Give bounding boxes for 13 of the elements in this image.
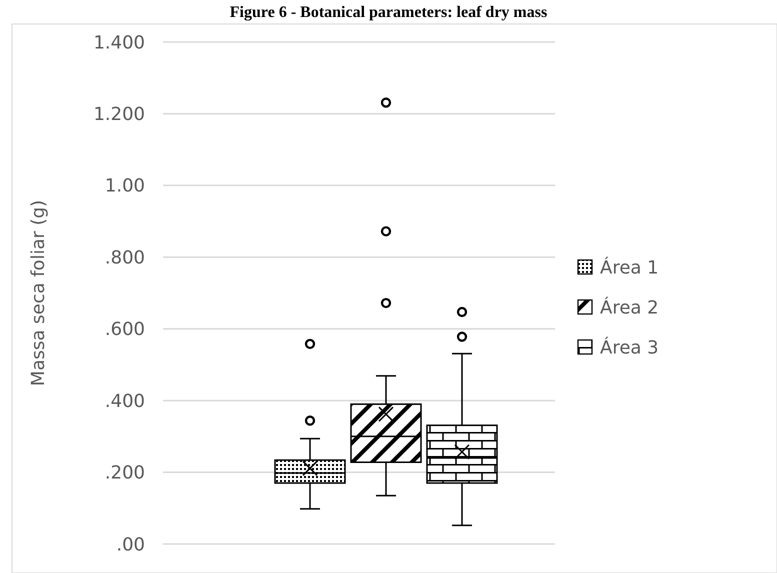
y-tick-label: .800 [104, 247, 145, 268]
y-tick-label: .600 [104, 319, 145, 340]
legend-label: Área 3 [600, 336, 659, 358]
legend-label: Área 1 [600, 256, 659, 278]
legend-label: Área 2 [600, 296, 659, 318]
chart-title: Figure 6 - Botanical parameters: leaf dry mass [230, 4, 548, 21]
y-tick-label: .200 [104, 462, 145, 484]
y-tick-label: 1.00 [104, 176, 145, 197]
y-axis-title: Massa seca foliar (g) [28, 200, 49, 386]
y-tick-label: 1.400 [93, 32, 145, 54]
y-tick-label: .400 [104, 390, 145, 412]
y-tick-label: .00 [116, 534, 145, 556]
y-tick-label: 1.200 [93, 104, 145, 126]
